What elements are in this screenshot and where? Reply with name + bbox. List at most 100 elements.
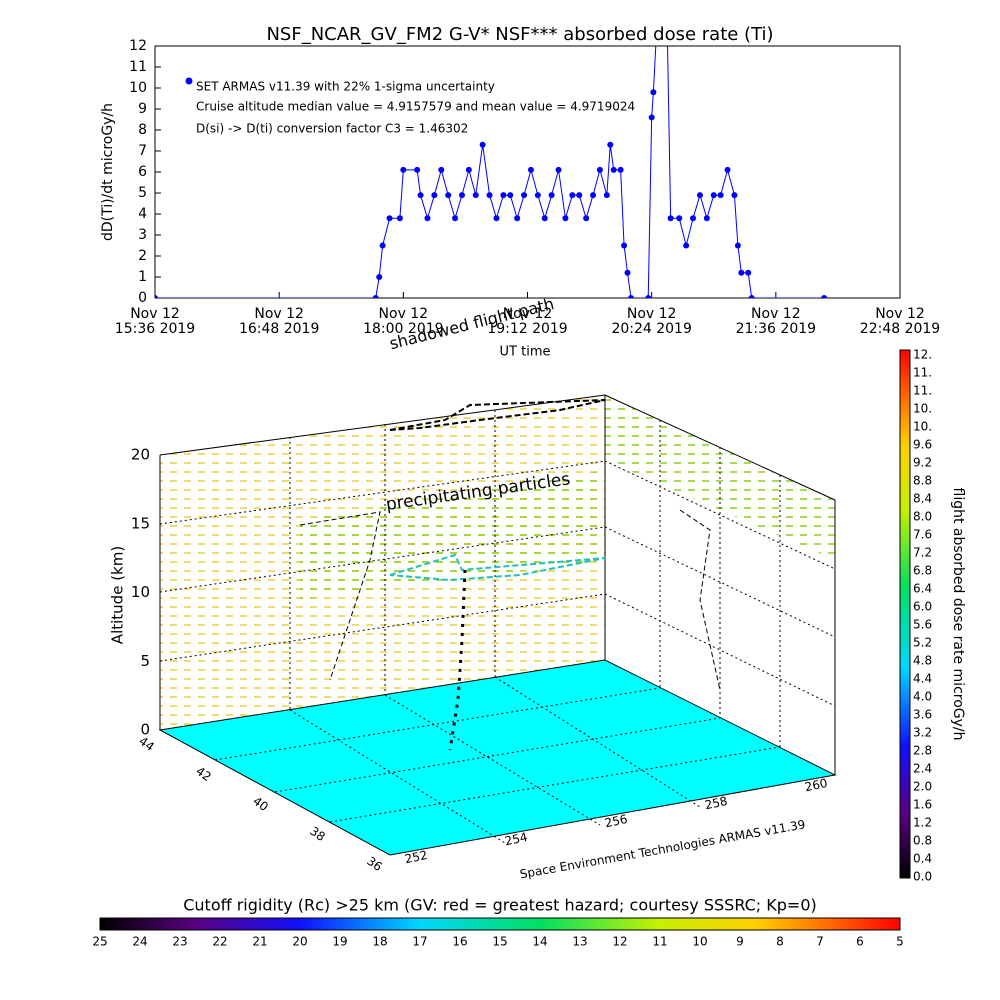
y-tick-label: 11 [129,59,147,75]
annotation: Cruise altitude median value = 4.9157579… [196,100,635,114]
y-tick-label: 7 [138,143,147,159]
y-tick-label: 0 [138,290,147,306]
data-point [372,295,379,298]
colorbar-tick-label: 22 [212,935,227,949]
colorbar-tick-label: 6.4 [913,582,932,596]
data-point [717,192,724,199]
z-label: Altitude (km) [109,546,127,644]
data-point [603,192,610,199]
data-point [731,192,738,199]
data-point [414,166,421,173]
data-point [610,166,617,173]
colorbar-tick-label: 9.2 [913,456,932,470]
y-tick-label: 3 [138,227,147,243]
data-point [452,215,459,222]
data-point [555,166,562,173]
z-tick-label: 10 [131,583,150,601]
colorbar-tick-label: 11. [913,384,932,398]
z-tick-label: 20 [131,446,150,464]
data-point [548,192,555,199]
colorbar-tick-label: 5 [896,935,904,949]
colorbar-tick-label: 5.2 [913,636,932,650]
title: NSF_NCAR_GV_FM2 G-V* NSF*** absorbed dos… [266,24,773,45]
data-point [590,192,597,199]
colorbar-tick-label: 13 [572,935,587,949]
colorbar-tick-label: 14 [532,935,547,949]
annotation: D(si) -> D(ti) conversion factor C3 = 1.… [196,122,468,136]
data-point [583,215,590,222]
data-point [617,166,624,173]
lat-tick-label: 44 [136,734,157,754]
lat-tick-label: 36 [364,854,385,874]
colorbar-tick-label: 9 [736,935,744,949]
colorbar-tick-label: 15 [492,935,507,949]
colorbar-tick-label: 6 [856,935,864,949]
colorbar-tick-label: 11. [913,366,932,380]
colorbar-tick-label: 0.0 [913,870,932,884]
colorbar-tick-label: 6.8 [913,564,932,578]
data-point [458,192,465,199]
colorbar-tick-label: 10. [913,402,932,416]
data-point [500,192,507,199]
data-point [745,269,752,276]
colorbar-tick-label: 3.2 [913,726,932,740]
colorbar-tick-label: 8.8 [913,474,932,488]
data-point [596,166,603,173]
lat-tick-label: 38 [307,824,328,844]
data-point [527,166,534,173]
colorbar-tick-label: 2.8 [913,744,932,758]
y-tick-label: 12 [129,38,147,54]
legend-marker [185,77,193,85]
data-point [400,166,407,173]
wall-grid [159,410,836,844]
colorbar-tick-label: 4.4 [913,672,932,686]
data-point [607,141,614,148]
data-point [424,215,431,222]
data-point [431,192,438,199]
colorbar-tick-label: 4.8 [913,654,932,668]
data-line [155,46,825,298]
colorbar-tick-label: 12. [913,348,932,362]
data-point [676,215,683,222]
colorbar-tick-label: 25 [92,935,107,949]
x-tick-label: Nov 12 18:00 2019 [363,306,444,337]
colorbar-tick-label: 4.0 [913,690,932,704]
colorbar-tick-label: 19 [332,935,347,949]
data-point [155,295,158,298]
colorbar-tick-label: 23 [172,935,187,949]
data-point [396,215,403,222]
data-point [438,166,445,173]
colorbar-tick-label: 16 [452,935,467,949]
lon-tick-label: 256 [603,812,628,830]
colorbar-tick-label: 7.6 [913,528,932,542]
data-point [379,242,386,249]
z-tick-label: 5 [140,652,150,670]
colorbar-tick-label: 1.2 [913,816,932,830]
legend-text: SET ARMAS v11.39 with 22% 1-sigma uncert… [196,80,495,94]
colorbar-tick-label: 21 [252,935,267,949]
data-point [486,192,493,199]
colorbar-tick-label: 10. [913,420,932,434]
data-point [386,215,393,222]
lat-tick-label: 42 [193,764,214,784]
y-tick-label: 2 [138,248,147,264]
colorbar-tick-label: 5.6 [913,618,932,632]
colorbar-tick-label: 12 [612,935,627,949]
lon-tick-label: 260 [803,776,828,794]
colorbar-tick-label: 17 [412,935,427,949]
x-tick-label: Nov 12 16:48 2019 [238,306,320,337]
data-point [696,192,703,199]
colorbar-tick-label: 3.6 [913,708,932,722]
data-point [534,192,541,199]
data-point [683,242,690,249]
colorbar-tick-label: 0.8 [913,834,932,848]
credit: Space Environment Technologies ARMAS v11… [519,817,807,881]
x-tick-label: Nov 12 19:12 2019 [487,306,568,337]
particle-field [300,470,605,600]
data-point [734,242,741,249]
y-tick-label: 5 [138,185,147,201]
colorbar-tick-label: 2.4 [913,762,932,776]
lon-tick-label: 252 [403,848,428,866]
colorbar-tick-label: 6.0 [913,600,932,614]
